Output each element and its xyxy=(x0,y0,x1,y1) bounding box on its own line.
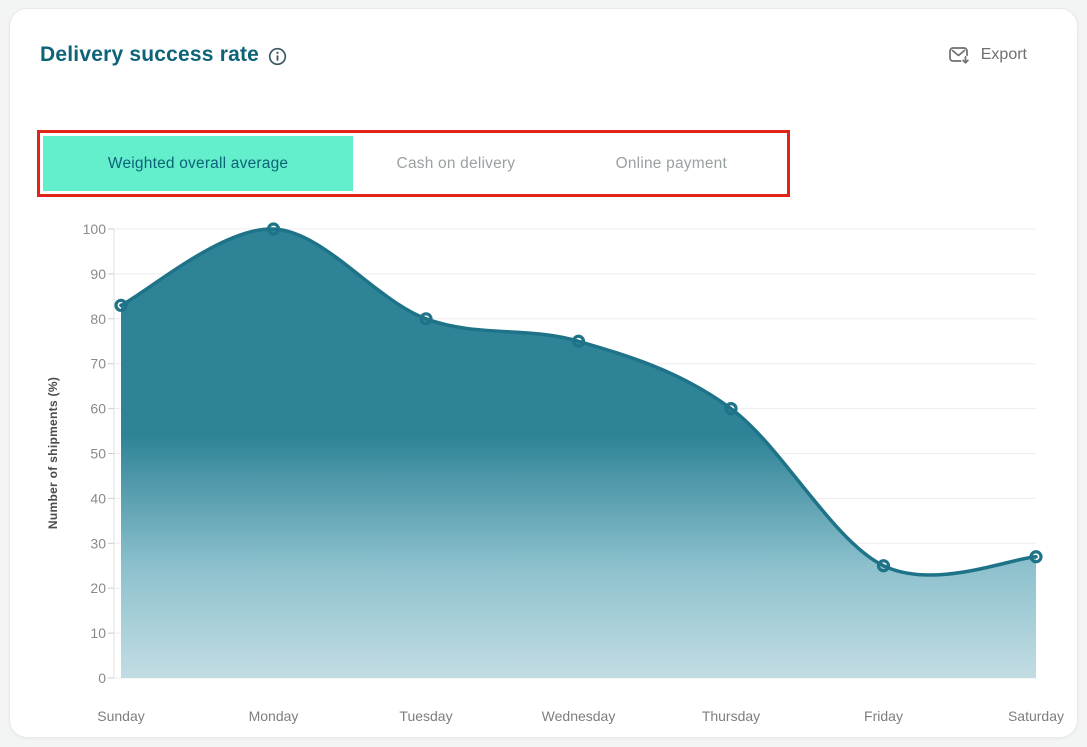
data-point-thursday[interactable] xyxy=(724,402,738,416)
y-tick-label: 0 xyxy=(98,670,106,686)
x-tick-label: Sunday xyxy=(97,708,144,724)
data-point-wednesday[interactable] xyxy=(571,334,586,348)
chart-tabs: Weighted overall average Cash on deliver… xyxy=(43,136,784,191)
y-tick-label: 70 xyxy=(90,356,106,372)
info-icon[interactable] xyxy=(268,47,287,66)
data-point-tuesday[interactable] xyxy=(419,312,433,326)
delivery-success-chart: 0 10 20 30 40 50 60 70 80 90 100 Sunday Monday Tuesda… xyxy=(46,221,1064,724)
y-axis-title: Number of shipments (%) xyxy=(46,377,60,529)
y-tick-label: 30 xyxy=(90,535,106,551)
tab-online-payment[interactable]: Online payment xyxy=(615,154,727,172)
export-icon xyxy=(948,44,971,66)
tab-weighted-overall-average[interactable]: Weighted overall average xyxy=(43,136,354,191)
x-tick-label: Thursday xyxy=(702,708,760,724)
export-label: Export xyxy=(980,46,1027,63)
x-tick-label: Wednesday xyxy=(542,708,616,724)
x-tick-label: Monday xyxy=(249,708,299,724)
y-tick-label: 100 xyxy=(83,221,107,237)
annotation-highlight-box: Weighted overall average Cash on deliver… xyxy=(37,130,790,197)
y-tick-label: 60 xyxy=(90,401,106,417)
data-point-saturday[interactable] xyxy=(1029,550,1043,564)
tab-cash-on-delivery[interactable]: Cash on delivery xyxy=(396,154,516,172)
export-button[interactable]: Export xyxy=(948,44,1027,66)
y-tick-label: 20 xyxy=(90,580,106,596)
card-header: Delivery success rate xyxy=(40,43,1027,67)
page-title: Delivery success rate xyxy=(40,43,260,66)
data-point-friday[interactable] xyxy=(876,559,891,573)
x-tick-label: Tuesday xyxy=(399,708,452,724)
x-tick-label: Saturday xyxy=(1008,708,1064,724)
data-point-monday[interactable] xyxy=(266,222,281,236)
y-tick-label: 90 xyxy=(90,266,106,282)
trend-line xyxy=(119,227,1038,577)
data-point-sunday[interactable] xyxy=(114,298,128,312)
x-tick-label: Friday xyxy=(864,708,903,724)
y-tick-label: 10 xyxy=(90,625,106,641)
y-tick-label: 50 xyxy=(90,446,106,462)
y-tick-label: 40 xyxy=(90,490,106,506)
delivery-success-card: Delivery success rate xyxy=(9,8,1078,738)
area-fill xyxy=(121,228,1036,678)
y-tick-label: 80 xyxy=(90,311,106,327)
